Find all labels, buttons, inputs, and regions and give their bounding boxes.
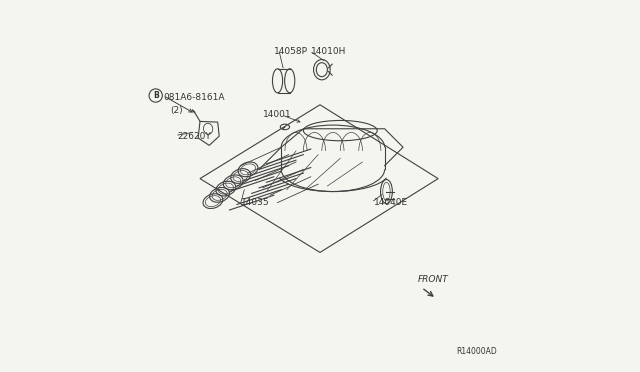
Text: FRONT: FRONT [418, 275, 449, 284]
Text: 081A6-8161A: 081A6-8161A [163, 93, 225, 102]
Text: (2): (2) [170, 106, 183, 115]
Text: 14040E: 14040E [374, 198, 408, 207]
Text: 22620Y: 22620Y [178, 132, 212, 141]
Text: 14058P: 14058P [274, 47, 308, 56]
Text: B: B [153, 91, 159, 100]
Text: 14001: 14001 [263, 109, 291, 119]
Text: R14000AD: R14000AD [456, 347, 497, 356]
Text: 14010H: 14010H [311, 47, 346, 56]
Text: 14035: 14035 [241, 198, 269, 207]
